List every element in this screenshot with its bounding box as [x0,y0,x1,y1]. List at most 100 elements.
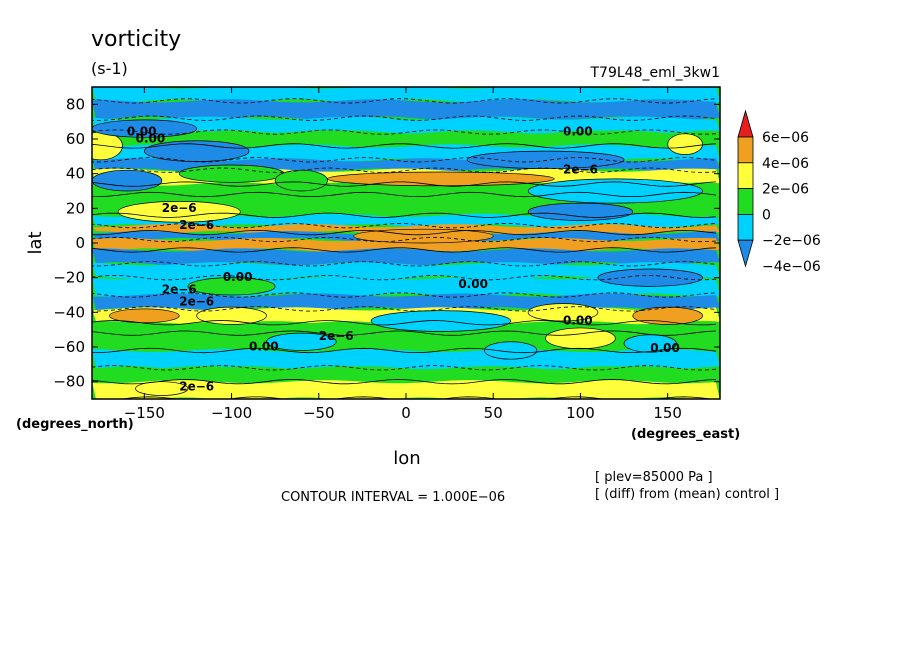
colorbar-top-arrow [737,109,754,138]
colorbar: 6e−06 4e−06 2e−06 0 −2e−06 −4e−06 [737,109,821,275]
contour-label: 2e−6 [179,294,214,308]
band-1 [92,99,720,120]
band-3 [92,130,720,148]
colorbar-box [737,136,754,164]
x-tick-label: 150 [653,404,682,422]
annotation-diff: [ (diff) from (mean) control ] [595,487,779,502]
y-axis-ticks: 80 60 40 20 0 −20 −40 −60 −80 [53,95,720,391]
run-label: T79L48_eml_3kw1 [590,65,721,81]
contour-label: 2e−6 [179,379,214,393]
band-21 [92,366,720,384]
contour-2 [92,129,717,135]
band-13 [92,248,720,266]
colorbar-bottom-arrow [737,239,754,268]
contour-label: 0.00 [650,341,680,355]
contour-label: 2e−6 [179,218,214,232]
colorbar-label: −2e−06 [762,233,821,249]
contour-label: 0.00 [223,270,253,284]
y-tick-label: −20 [53,269,85,287]
x-axis-label: lon [393,448,420,469]
colorbar-label: 0 [762,207,771,223]
y-tick-label: −60 [53,338,85,356]
contour-interval: CONTOUR INTERVAL = 1.000E−06 [281,490,505,505]
contour-19 [92,347,717,354]
contour-1 [92,115,717,121]
colorbar-label: 2e−06 [762,182,809,198]
colorbar-box [737,188,754,215]
field-features [92,119,703,396]
contour-12 [92,247,717,253]
plot-area: 0.002e−62e−62e−62e−60.002e−60.002e−60.00… [92,76,720,399]
feature-7 [178,164,285,183]
contour-3 [92,143,717,149]
contour-16 [92,306,717,312]
y-tick-label: −80 [53,373,85,391]
contour-21 [92,379,717,385]
colorbar-label: 4e−06 [762,156,809,172]
contour-0 [92,98,717,104]
contour-7 [92,191,717,198]
x-tick-label: 100 [566,404,595,422]
x-tick-label: −50 [303,404,335,422]
contour-label: 0.00 [458,277,488,291]
band-20 [92,348,720,370]
contour-label: 0.00 [127,125,157,139]
contour-11 [92,236,717,243]
contour-label: 0.00 [249,339,279,353]
feature-15 [109,308,180,324]
band-22 [92,380,720,399]
y-tick-label: 0 [75,234,85,252]
feature-16 [632,306,703,325]
chart-title: vorticity [91,27,181,52]
band-12 [92,238,720,252]
feature-20 [484,341,538,360]
y-axis-label: lat [25,231,46,254]
feature-11 [527,202,634,221]
contour-label: 0.00 [563,313,593,327]
y-tick-label: 20 [66,199,85,217]
colorbar-box [737,213,754,241]
contour-label: 2e−6 [336,76,371,90]
contour-15 [92,292,717,298]
contour-10 [92,229,717,236]
y-tick-label: −40 [53,303,85,321]
feature-14 [187,277,276,296]
band-14 [92,262,720,280]
feature-24 [135,381,189,396]
contour-label: 0.00 [136,131,166,145]
contour-label: 2e−6 [162,201,197,215]
annotation-plev: [ plev=85000 Pa ] [595,470,713,485]
x-tick-label: −150 [124,404,165,422]
x-tick-label: 50 [484,404,503,422]
colorbar-label: −4e−06 [762,259,821,275]
feature-18 [196,306,267,325]
feature-5 [92,169,163,192]
feature-12 [353,228,494,244]
x-tick-label: 0 [401,404,411,422]
chart-units: (s-1) [91,59,128,78]
feature-1 [667,133,703,155]
band-0 [92,87,720,103]
contour-labels: 0.002e−62e−62e−62e−60.002e−60.002e−60.00… [127,76,680,393]
colorbar-box [737,162,754,190]
contour-5 [92,167,717,173]
y-tick-label: 80 [66,95,85,113]
feature-4 [466,150,625,169]
contour-14 [92,275,717,281]
x-tick-label: −100 [211,404,252,422]
y-tick-label: 60 [66,130,85,148]
feature-9 [527,178,703,204]
feature-21 [623,334,677,353]
contour-label: 2e−6 [162,282,197,296]
contour-17 [92,320,717,326]
contour-8 [92,212,717,218]
contour-6 [92,181,717,187]
colorbar-label: 6e−06 [762,130,809,146]
contour-label: 0.00 [563,125,593,139]
contour-18 [92,330,717,336]
contour-label: 2e−6 [319,329,354,343]
band-2 [92,116,720,134]
contour-4 [92,157,717,163]
feature-8 [274,169,328,192]
feature-10 [117,201,241,223]
